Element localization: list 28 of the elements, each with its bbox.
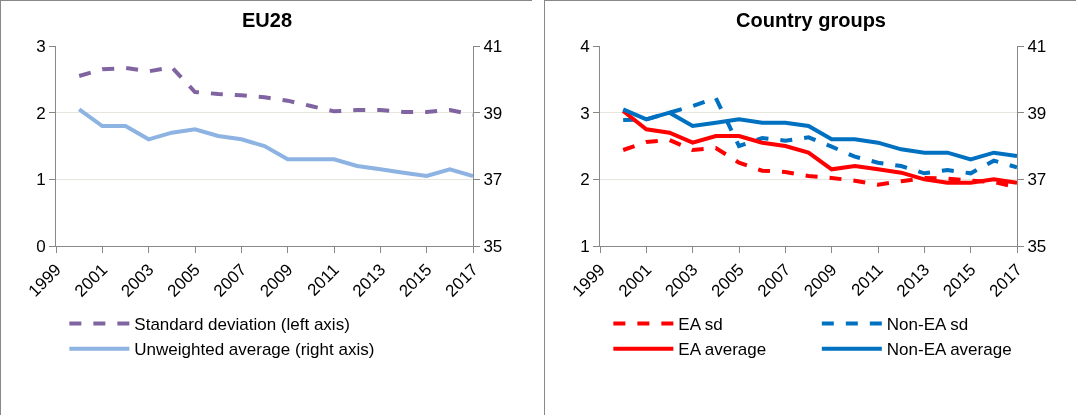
line-series	[621, 109, 1017, 185]
y2-tick-label: 37	[1027, 170, 1047, 190]
y-tick-label: 4	[580, 36, 590, 56]
chart-title: Country groups	[736, 9, 886, 32]
legend-label: Standard deviation (left axis)	[134, 315, 350, 335]
y2-tick-label: 41	[1027, 36, 1047, 56]
y2-tick-label: 35	[483, 236, 503, 256]
legend-label: Unweighted average (right axis)	[134, 340, 375, 360]
y2-tick-label: 35	[1027, 236, 1047, 256]
y2-tick-label: 39	[483, 103, 503, 123]
y-tick-label: 3	[36, 36, 46, 56]
y2-tick-label: 39	[1027, 103, 1047, 123]
y-tick-label: 1	[580, 236, 590, 256]
y2-tick-label: 37	[483, 170, 503, 190]
line-series	[77, 107, 473, 178]
y-tick-label: 0	[36, 236, 46, 256]
y2-tick-label: 41	[483, 36, 503, 56]
y-tick-label: 2	[36, 103, 46, 123]
legend-label: Non-EA sd	[886, 315, 969, 335]
line-series	[621, 96, 1017, 176]
y-tick-label: 1	[36, 170, 46, 190]
legend-label: Non-EA average	[886, 340, 1012, 360]
legend-label: EA sd	[678, 315, 723, 335]
y-tick-label: 2	[580, 170, 590, 190]
y-tick-label: 3	[580, 103, 590, 123]
line-series	[77, 65, 473, 117]
chart-title: EU28	[241, 9, 293, 32]
legend-label: EA average	[678, 340, 767, 360]
